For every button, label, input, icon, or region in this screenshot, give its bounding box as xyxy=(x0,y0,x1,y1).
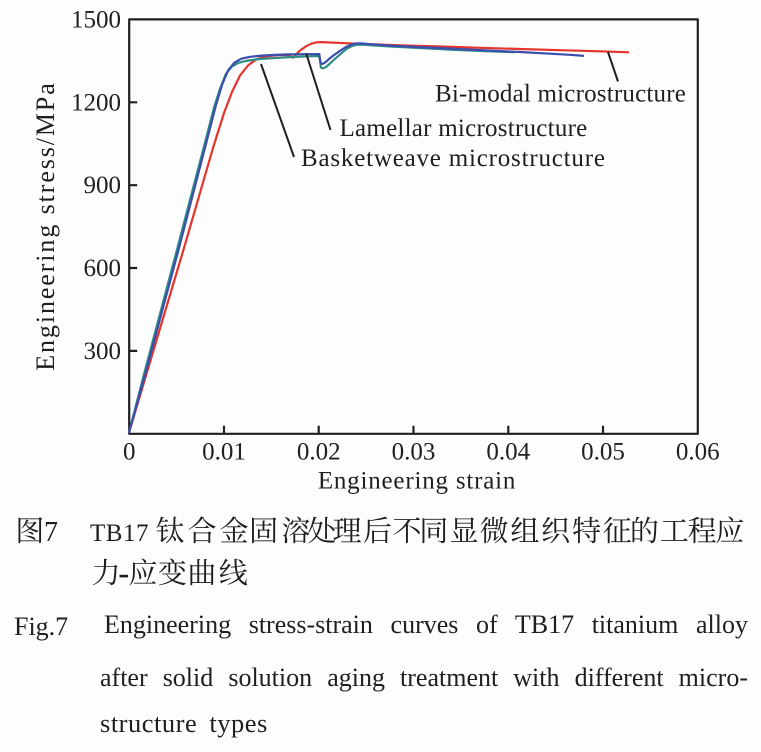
svg-text:0.06: 0.06 xyxy=(676,439,720,466)
svg-text:1500: 1500 xyxy=(71,7,121,34)
svg-text:Engineering stress/MPa: Engineering stress/MPa xyxy=(31,81,60,371)
svg-text:0.02: 0.02 xyxy=(297,439,341,466)
svg-text:Lamellar microstructure: Lamellar microstructure xyxy=(340,115,588,142)
svg-text:0.05: 0.05 xyxy=(581,439,625,466)
svg-text:7: 7 xyxy=(44,517,58,548)
svg-text:300: 300 xyxy=(84,338,122,365)
svg-text:0.01: 0.01 xyxy=(202,439,246,466)
svg-text:900: 900 xyxy=(84,172,122,199)
svg-text:Engineering strain: Engineering strain xyxy=(318,468,516,495)
svg-text:Basketweave microstructure: Basketweave microstructure xyxy=(301,145,606,172)
svg-text:TB17: TB17 xyxy=(90,520,149,547)
svg-text:0.04: 0.04 xyxy=(486,439,530,466)
svg-text:0.03: 0.03 xyxy=(392,439,436,466)
svg-text:1200: 1200 xyxy=(71,89,121,116)
svg-text:600: 600 xyxy=(84,255,122,282)
svg-text:Bi-modal microstructure: Bi-modal microstructure xyxy=(435,81,686,108)
svg-text:0: 0 xyxy=(123,439,136,466)
svg-text:Fig.7: Fig.7 xyxy=(14,612,68,641)
